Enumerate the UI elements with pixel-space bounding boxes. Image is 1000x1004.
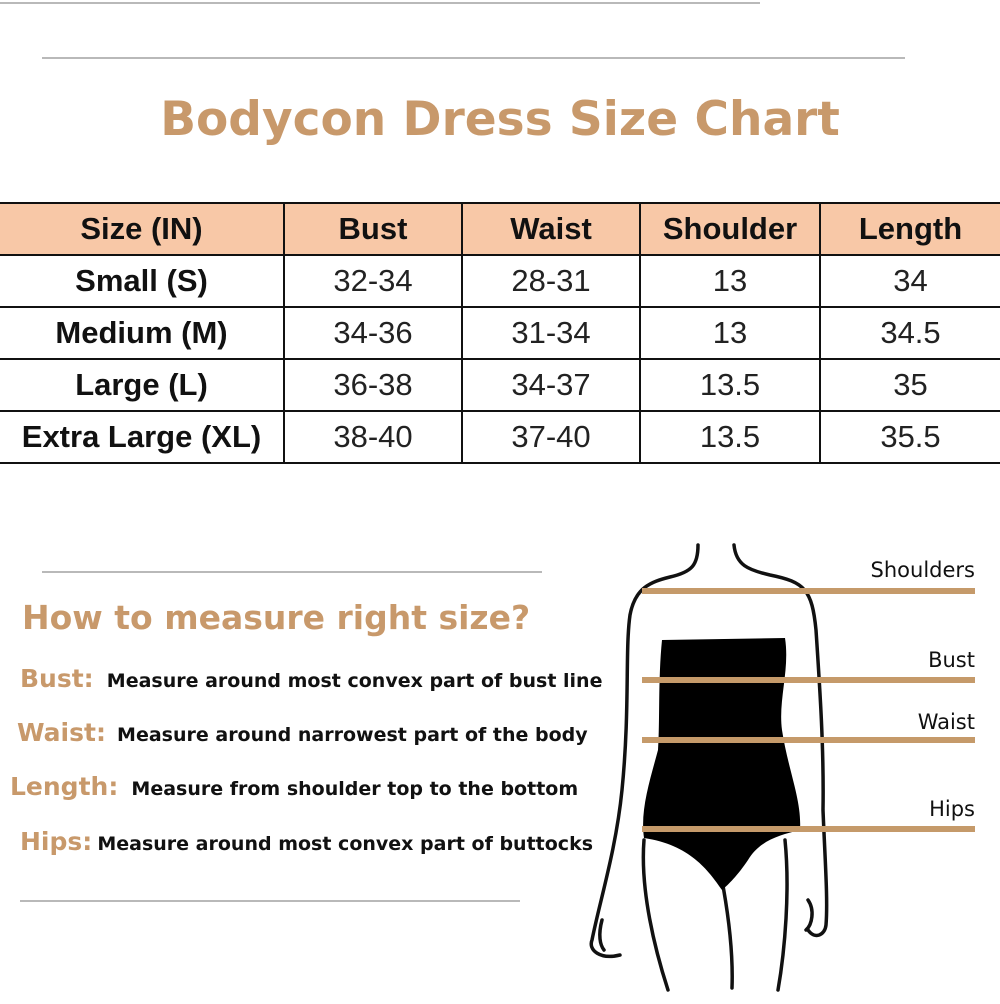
shoulders-line xyxy=(642,588,975,594)
waist-cell: 31-34 xyxy=(461,306,641,360)
measure-item-hips: Hips: Measure around most convex part of… xyxy=(20,827,593,856)
header-cell: Length xyxy=(819,202,1000,256)
waist-cell: 34-37 xyxy=(461,358,641,412)
divider xyxy=(42,57,905,59)
header-cell: Waist xyxy=(461,202,641,256)
shoulder-cell: 13.5 xyxy=(639,358,821,412)
shoulder-cell: 13 xyxy=(639,306,821,360)
figure-label-shoulders: Shoulders xyxy=(870,558,975,582)
bust-line xyxy=(642,677,975,683)
measure-item-length: Length: Measure from shoulder top to the… xyxy=(10,772,578,801)
header-cell: Bust xyxy=(283,202,463,256)
hips-line xyxy=(642,826,975,832)
size-cell: Medium (M) xyxy=(0,306,285,360)
table-header-row: Size (IN) Bust Waist Shoulder Length xyxy=(0,202,1000,256)
dress-shape xyxy=(643,638,801,890)
measure-desc: Measure from shoulder top to the bottom xyxy=(131,778,579,800)
measure-label: Bust: xyxy=(20,664,94,693)
measure-desc: Measure around narrowest part of the bod… xyxy=(117,724,588,746)
body-figure: Shoulders Bust Waist Hips xyxy=(580,530,1000,1000)
measure-item-waist: Waist: Measure around narrowest part of … xyxy=(17,718,588,747)
size-cell: Extra Large (XL) xyxy=(0,410,285,464)
length-cell: 35.5 xyxy=(819,410,1000,464)
header-cell: Shoulder xyxy=(639,202,821,256)
size-cell: Small (S) xyxy=(0,254,285,308)
divider xyxy=(0,2,760,4)
measure-label: Hips: xyxy=(20,827,93,856)
header-cell: Size (IN) xyxy=(0,202,285,256)
page-title: Bodycon Dress Size Chart xyxy=(160,92,840,147)
shoulder-cell: 13.5 xyxy=(639,410,821,464)
figure-label-waist: Waist xyxy=(917,710,975,734)
length-cell: 34 xyxy=(819,254,1000,308)
bust-cell: 38-40 xyxy=(283,410,463,464)
waist-cell: 28-31 xyxy=(461,254,641,308)
size-cell: Large (L) xyxy=(0,358,285,412)
figure-label-hips: Hips xyxy=(929,797,975,821)
table-row: Small (S) 32-34 28-31 13 34 xyxy=(0,254,1000,308)
divider xyxy=(42,571,542,573)
shoulder-cell: 13 xyxy=(639,254,821,308)
table-row: Large (L) 36-38 34-37 13.5 35 xyxy=(0,358,1000,412)
measure-desc: Measure around most convex part of bust … xyxy=(106,670,603,692)
bust-cell: 36-38 xyxy=(283,358,463,412)
measure-heading: How to measure right size? xyxy=(22,598,531,637)
bust-cell: 34-36 xyxy=(283,306,463,360)
bust-cell: 32-34 xyxy=(283,254,463,308)
waist-cell: 37-40 xyxy=(461,410,641,464)
length-cell: 34.5 xyxy=(819,306,1000,360)
measure-item-bust: Bust: Measure around most convex part of… xyxy=(20,664,602,693)
table-row: Extra Large (XL) 38-40 37-40 13.5 35.5 xyxy=(0,410,1000,464)
table-row: Medium (M) 34-36 31-34 13 34.5 xyxy=(0,306,1000,360)
measure-label: Waist: xyxy=(17,718,106,747)
measure-label: Length: xyxy=(10,772,119,801)
body-outline-icon xyxy=(589,543,829,992)
size-table: Size (IN) Bust Waist Shoulder Length Sma… xyxy=(0,202,1000,464)
divider xyxy=(20,900,520,902)
length-cell: 35 xyxy=(819,358,1000,412)
figure-label-bust: Bust xyxy=(928,648,975,672)
waist-line xyxy=(642,737,975,743)
measure-desc: Measure around most convex part of butto… xyxy=(97,833,594,855)
